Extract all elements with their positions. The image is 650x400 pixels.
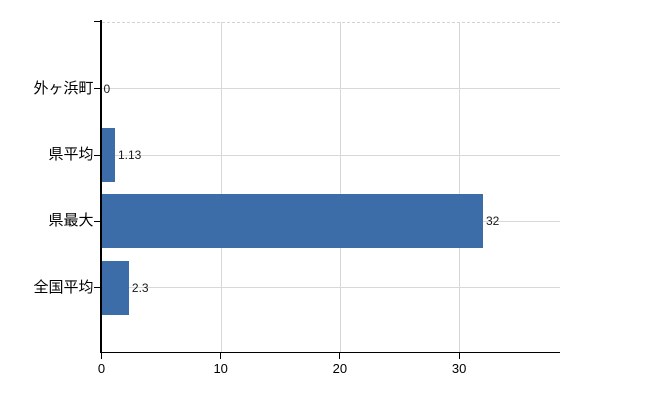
x-tick [458, 353, 460, 359]
top-dashed-gridline [101, 21, 560, 23]
x-tick-label: 20 [332, 361, 348, 376]
y-tick [94, 287, 100, 288]
h-gridline [101, 154, 560, 156]
category-label: 全国平均 [33, 278, 94, 296]
v-gridline [220, 21, 222, 353]
value-label: 2.3 [131, 280, 149, 295]
bar [101, 128, 115, 182]
bar [101, 260, 129, 315]
v-gridline [459, 21, 461, 353]
x-tick-label: 10 [213, 361, 228, 376]
x-tick-label: 30 [451, 361, 467, 376]
category-label: 県最大 [48, 212, 94, 229]
x-tick-label: 0 [97, 361, 106, 376]
y-tick [94, 154, 100, 156]
category-label: 外ヶ浜町 [33, 79, 94, 97]
value-label: 0 [103, 81, 111, 96]
y-axis-line [100, 20, 102, 353]
value-label: 1.13 [117, 148, 142, 162]
bar [101, 194, 483, 248]
h-gridline [101, 287, 560, 288]
y-tick [94, 88, 100, 89]
x-tick [220, 353, 222, 359]
x-axis-line [100, 351, 560, 353]
value-label: 32 [485, 214, 500, 228]
y-axis-top-tick [94, 20, 100, 22]
v-gridline [339, 21, 341, 353]
x-tick [339, 353, 341, 359]
x-tick [101, 353, 102, 359]
category-label: 県平均 [48, 146, 94, 163]
h-gridline [101, 88, 560, 89]
y-tick [94, 220, 100, 222]
